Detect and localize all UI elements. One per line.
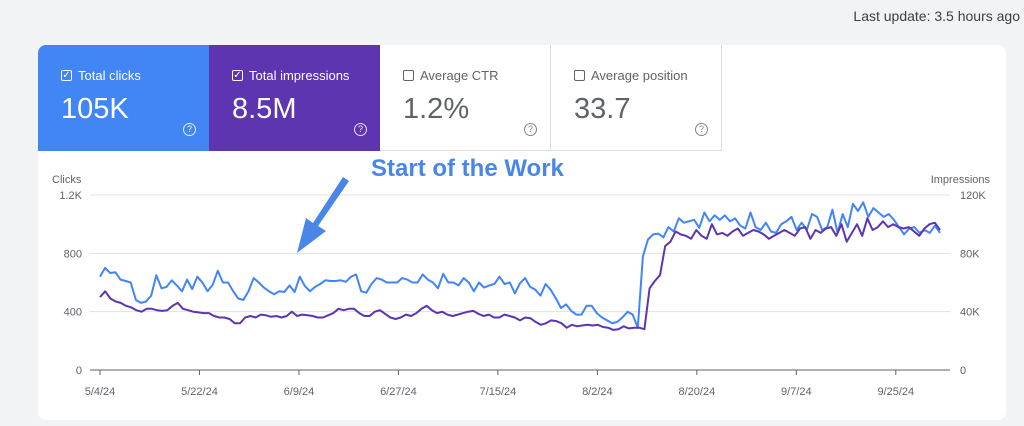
metric-label: Average position <box>591 68 688 83</box>
metric-average-ctr[interactable]: Average CTR 1.2% ? <box>380 45 551 151</box>
help-icon[interactable]: ? <box>695 123 708 136</box>
series-line-impressions <box>99 217 941 331</box>
x-tick-label: 5/22/24 <box>181 386 218 398</box>
y-right-tick-label: 80K <box>960 248 980 260</box>
checkbox-checked-icon[interactable]: ✓ <box>232 70 243 81</box>
checkbox-unchecked-icon[interactable] <box>574 70 585 81</box>
metric-total-clicks[interactable]: ✓ Total clicks 105K ? <box>38 45 209 151</box>
annotation-arrow-icon <box>297 177 349 253</box>
y-right-tick-label: 0 <box>960 365 966 377</box>
series-line-clicks <box>99 201 941 329</box>
last-update-text: Last update: 3.5 hours ago <box>853 8 1020 24</box>
y-right-tick-label: 40K <box>960 307 980 319</box>
y-left-tick-label: 0 <box>76 365 82 377</box>
x-tick-label: 5/4/24 <box>85 386 116 398</box>
y-left-tick-label: 1.2K <box>59 190 82 202</box>
x-tick-label: 6/27/24 <box>380 386 417 398</box>
metric-label: Total clicks <box>78 68 141 83</box>
metric-tabs: ✓ Total clicks 105K ? ✓ Total impression… <box>38 45 724 151</box>
metric-value: 105K <box>61 93 129 125</box>
checkbox-checked-icon[interactable]: ✓ <box>61 70 72 81</box>
help-icon[interactable]: ? <box>524 123 537 136</box>
y-right-axis-title: Impressions <box>931 174 991 186</box>
x-tick-label: 8/2/24 <box>582 386 613 398</box>
metric-label: Total impressions <box>249 68 350 83</box>
metric-average-position[interactable]: Average position 33.7 ? <box>551 45 722 151</box>
metric-total-clicks-header: ✓ Total clicks <box>61 68 141 83</box>
x-tick-label: 9/7/24 <box>781 386 812 398</box>
help-icon[interactable]: ? <box>183 123 196 136</box>
y-left-axis-title: Clicks <box>52 174 82 186</box>
y-right-tick-label: 120K <box>960 190 986 202</box>
metric-value: 33.7 <box>574 93 631 125</box>
help-icon[interactable]: ? <box>354 123 367 136</box>
x-tick-label: 7/15/24 <box>480 386 517 398</box>
y-left-tick-label: 400 <box>64 307 82 319</box>
checkbox-unchecked-icon[interactable] <box>403 70 414 81</box>
metric-value: 8.5M <box>232 93 297 125</box>
x-tick-label: 9/25/24 <box>877 386 914 398</box>
metric-total-impressions[interactable]: ✓ Total impressions 8.5M ? <box>209 45 380 151</box>
annotation-label: Start of the Work <box>371 155 564 182</box>
x-tick-label: 8/20/24 <box>678 386 715 398</box>
y-left-tick-label: 800 <box>64 248 82 260</box>
metric-average-ctr-header: Average CTR <box>403 68 499 83</box>
metric-total-impressions-header: ✓ Total impressions <box>232 68 349 83</box>
metric-value: 1.2% <box>403 93 470 125</box>
metric-average-position-header: Average position <box>574 68 688 83</box>
x-tick-label: 6/9/24 <box>284 386 315 398</box>
metric-label: Average CTR <box>420 68 499 83</box>
